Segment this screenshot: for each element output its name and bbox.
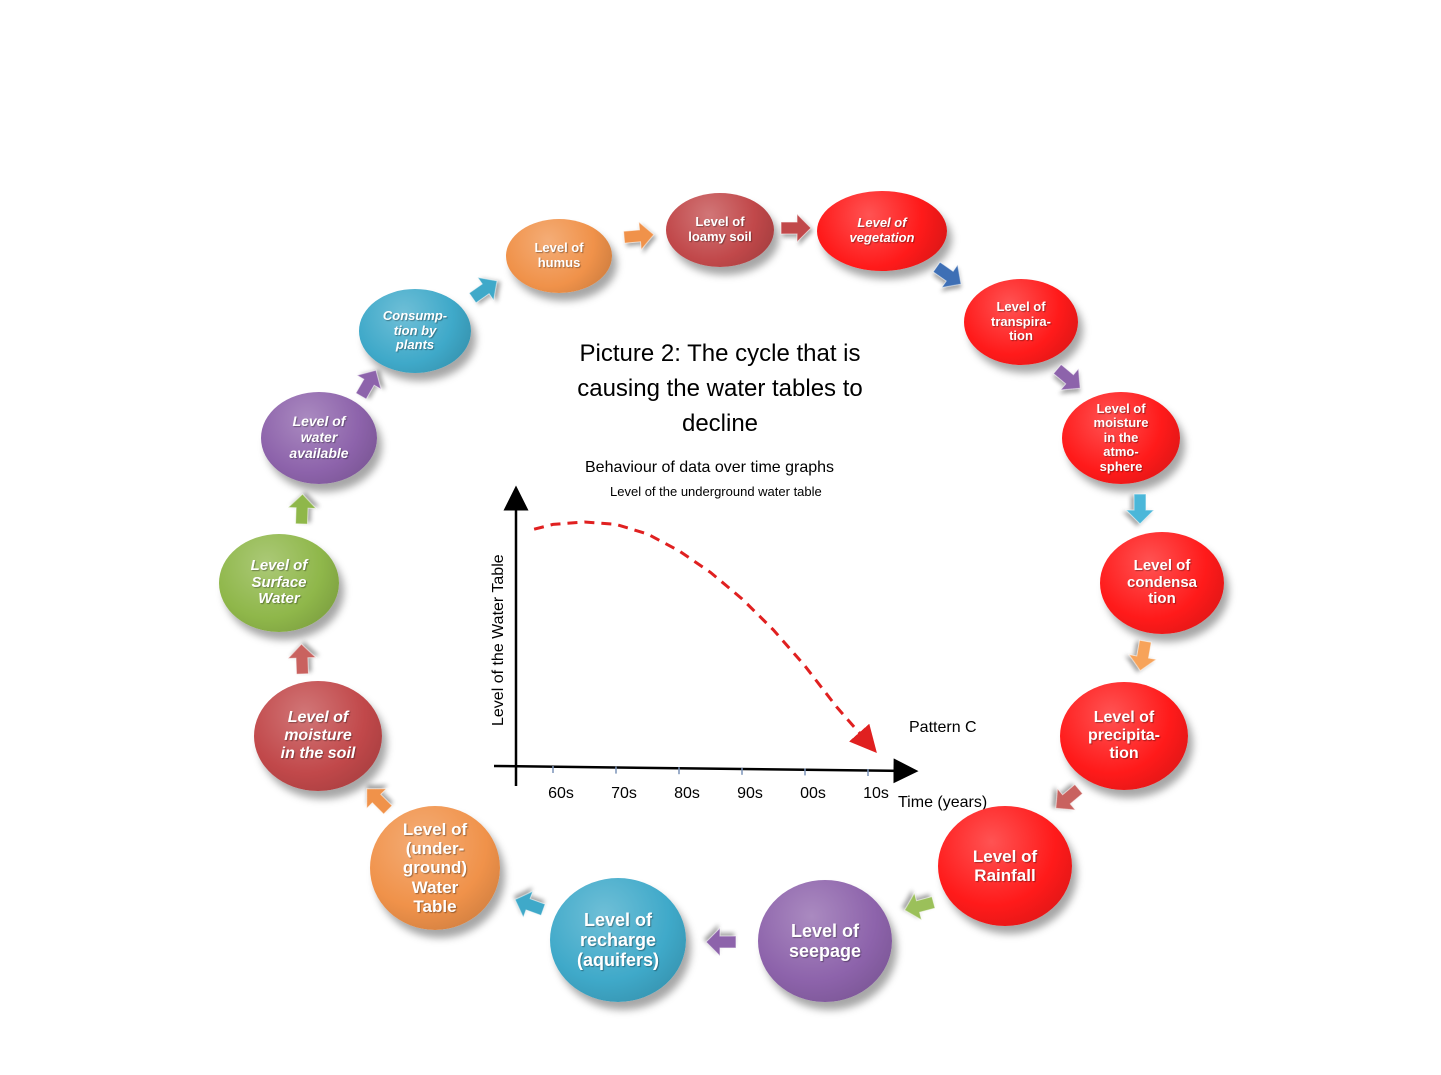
arrow-shape <box>355 369 382 400</box>
node-water-table: Level of (under- ground) Water Table <box>370 806 500 930</box>
pattern-label: Pattern C <box>909 719 977 736</box>
node-moisture-atmosphere: Level of moisture in the atmo- sphere <box>1062 392 1180 484</box>
node-rainfall: Level of Rainfall <box>938 806 1072 926</box>
node-seepage: Level of seepage <box>758 880 892 1002</box>
arrow-shape <box>903 891 936 922</box>
block-arrow-icon <box>780 212 812 244</box>
node-water-available: Level of water available <box>261 392 377 484</box>
arrow-shape <box>286 643 318 675</box>
x-tick-label: 80s <box>674 785 700 802</box>
x-axis <box>493 758 919 784</box>
node-vegetation: Level of vegetation <box>817 191 947 271</box>
node-recharge: Level of recharge (aquifers) <box>550 878 686 1002</box>
node-loamy-soil: Level of loamy soil <box>666 193 774 267</box>
block-arrow-icon <box>622 220 655 252</box>
arrow-shape <box>780 212 812 244</box>
block-arrow-icon <box>468 276 498 304</box>
node-transpiration: Level of transpira- tion <box>964 279 1078 365</box>
node-surface-water: Level of Surface Water <box>219 534 339 632</box>
x-tick-label: 00s <box>800 785 826 802</box>
node-consumption: Consump- tion by plants <box>359 289 471 373</box>
chart-subheading: Level of the underground water table <box>610 484 822 499</box>
arrow-shape <box>366 788 393 815</box>
arrow-shape <box>1127 639 1158 672</box>
block-arrow-icon <box>366 788 393 815</box>
block-arrow-icon <box>1127 639 1158 672</box>
arrow-shape <box>622 220 655 252</box>
chart-heading: Behaviour of data over time graphs <box>585 459 835 476</box>
x-tick-marks <box>552 766 869 776</box>
arrow-shape <box>468 276 498 304</box>
x-tick-labels: 60s 70s 80s 90s 00s 10s <box>548 785 889 802</box>
node-humus: Level of humus <box>506 219 612 293</box>
block-arrow-icon <box>355 369 382 400</box>
node-moisture-soil: Level of moisture in the soil <box>254 681 382 791</box>
block-arrow-icon <box>1124 493 1156 525</box>
x-tick-label: 10s <box>863 785 889 802</box>
block-arrow-icon <box>932 261 962 289</box>
block-arrow-icon <box>286 643 318 675</box>
x-axis-label: Time (years) <box>898 794 987 811</box>
x-tick-label: 90s <box>737 785 763 802</box>
node-precipitation: Level of precipita- tion <box>1060 682 1188 790</box>
arrow-shape <box>1052 363 1081 391</box>
y-axis-label: Level of the Water Table <box>490 554 507 726</box>
pattern-c-line <box>533 520 877 753</box>
block-arrow-icon <box>514 890 546 919</box>
arrow-shape <box>705 926 737 958</box>
arrow-shape <box>514 890 546 919</box>
arrow-shape <box>1124 493 1156 525</box>
arrow-shape <box>1055 783 1084 811</box>
x-tick-label: 60s <box>548 785 574 802</box>
block-arrow-icon <box>286 493 318 525</box>
node-condensation: Level of condensa tion <box>1100 532 1224 634</box>
block-arrow-icon <box>705 926 737 958</box>
arrow-shape <box>932 261 962 289</box>
water-table-chart: 60s 70s 80s 90s 00s 10s Pattern C Time (years… <box>490 485 987 811</box>
arrow-shape <box>286 493 318 525</box>
diagram-title: Picture 2: The cycle that is causing the… <box>577 340 863 437</box>
block-arrow-icon <box>1055 783 1084 811</box>
block-arrow-icon <box>903 891 936 922</box>
x-tick-label: 70s <box>611 785 637 802</box>
block-arrow-icon <box>1052 363 1081 391</box>
